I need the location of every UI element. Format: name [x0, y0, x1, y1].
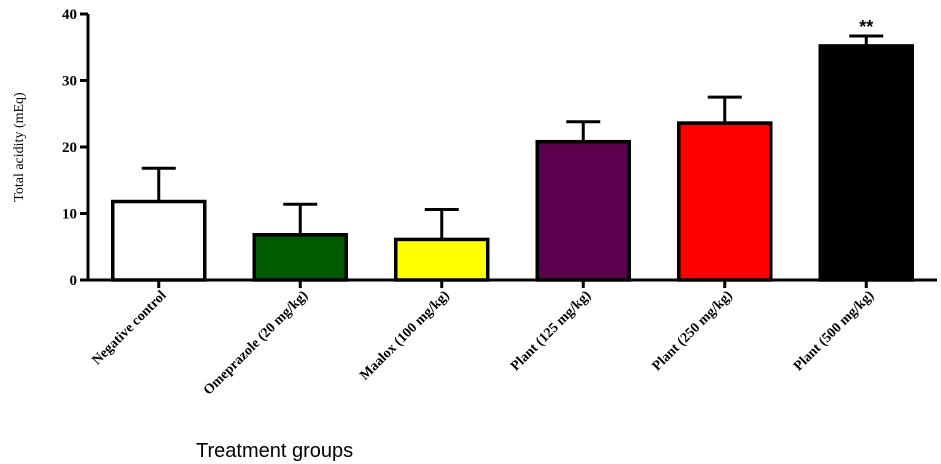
y-axis: 0 10 20 30 40 [62, 7, 90, 289]
bar [535, 139, 631, 282]
x-tick-label: Plant (125 mg/kg) [508, 288, 594, 374]
bars: ** [111, 17, 914, 282]
y-tick-label: 20 [62, 140, 77, 156]
y-axis-label: Total acidity (mEq) [12, 92, 27, 202]
y-tick-label: 30 [62, 74, 77, 90]
x-tick-label: Omeprazole (20 mg/kg) [201, 288, 311, 398]
y-tick-label: 0 [70, 273, 78, 289]
bar [111, 199, 207, 282]
bar [677, 121, 773, 282]
x-tick-label: Maalox (100 mg/kg) [357, 288, 453, 384]
x-tick-label: Plant (250 mg/kg) [650, 288, 736, 374]
x-tick-label: Negative control [90, 288, 170, 368]
significance-annotation: ** [859, 17, 873, 37]
x-axis: Negative control Omeprazole (20 mg/kg) Maa… [88, 278, 937, 398]
bar [252, 233, 348, 282]
bar [818, 44, 914, 282]
x-axis-label: Treatment groups [196, 440, 353, 462]
bar [394, 237, 490, 282]
y-tick-label: 40 [62, 7, 77, 23]
y-tick-label: 10 [62, 207, 77, 223]
x-tick-label: Plant (500 mg/kg) [791, 288, 877, 374]
